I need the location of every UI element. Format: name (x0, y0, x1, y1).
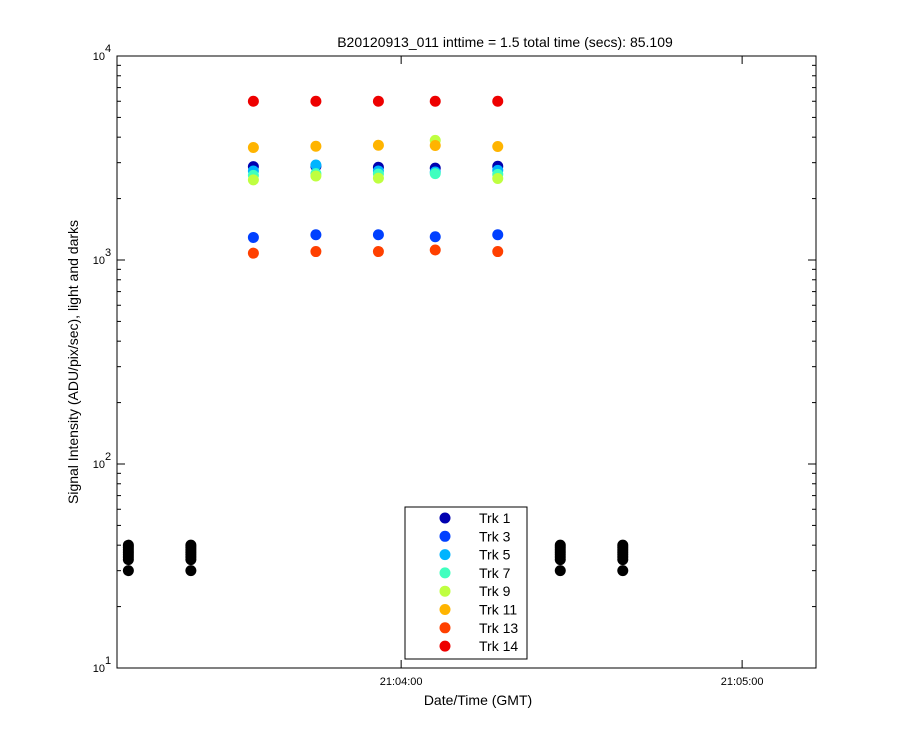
point-trk-11 (429, 140, 441, 152)
y-tick-exponent: 1 (105, 655, 111, 667)
legend: Trk 1 Trk 3 Trk 5 Trk 7 Trk 9 Trk 11 Trk 13 Trk… (404, 506, 528, 660)
point-trk-3 (429, 231, 441, 243)
point-trk-14 (247, 95, 259, 107)
legend-marker (439, 549, 451, 561)
point-trk-3 (310, 229, 322, 241)
legend-label: Trk 14 (479, 638, 518, 654)
legend-marker (439, 567, 451, 579)
point-trk-5 (310, 159, 322, 171)
dark-point (185, 565, 197, 577)
legend-marker (439, 530, 451, 542)
legend-marker (439, 512, 451, 524)
legend-label: Trk 9 (479, 583, 511, 599)
legend-label: Trk 11 (479, 602, 517, 618)
point-trk-9 (372, 172, 384, 184)
dark-point (617, 565, 629, 577)
legend-label: Trk 1 (479, 510, 511, 526)
y-tick-label: 10 (93, 459, 105, 471)
point-trk-13 (429, 244, 441, 256)
x-axis-label: Date/Time (GMT) (424, 692, 532, 708)
point-trk-9 (247, 174, 259, 186)
legend-marker (439, 585, 451, 597)
point-trk-9 (492, 172, 504, 184)
point-trk-14 (372, 95, 384, 107)
legend-label: Trk 7 (479, 565, 511, 581)
data-points (122, 95, 629, 577)
y-tick-label: 10 (93, 663, 105, 675)
dark-point (122, 539, 134, 551)
y-tick-exponent: 3 (105, 247, 111, 259)
point-trk-9 (310, 170, 322, 182)
point-trk-11 (492, 141, 504, 153)
y-tick-exponent: 4 (105, 43, 111, 55)
point-trk-11 (372, 139, 384, 151)
dark-point (185, 539, 197, 551)
point-trk-11 (247, 142, 259, 154)
y-tick-exponent: 2 (105, 451, 111, 463)
legend-label: Trk 13 (479, 620, 518, 636)
y-axis-label: Signal Intensity (ADU/pix/sec), light an… (65, 220, 81, 504)
dark-point (554, 565, 566, 577)
x-tick-label: 21:04:00 (380, 676, 423, 688)
point-trk-3 (247, 231, 259, 243)
point-trk-3 (492, 229, 504, 241)
y-tick-label: 10 (93, 51, 105, 63)
dark-point (122, 565, 134, 577)
legend-marker (439, 604, 451, 615)
legend-label: Trk 5 (479, 547, 511, 563)
point-trk-13 (492, 246, 504, 258)
point-trk-14 (310, 95, 322, 107)
point-trk-13 (247, 247, 259, 259)
legend-label: Trk 3 (479, 528, 511, 544)
point-trk-14 (429, 95, 441, 107)
dark-point (554, 539, 566, 551)
legend-marker (439, 622, 451, 634)
legend-marker (439, 640, 451, 652)
chart-title: B20120913_011 inttime = 1.5 total time (… (337, 34, 673, 50)
dark-point (617, 539, 629, 551)
point-trk-14 (492, 95, 504, 107)
point-trk-11 (310, 140, 322, 152)
legend-box (404, 506, 528, 660)
y-tick-label: 10 (93, 255, 105, 267)
x-tick-label: 21:05:00 (721, 676, 764, 688)
point-trk-13 (372, 246, 384, 258)
point-trk-3 (372, 229, 384, 241)
point-trk-7 (429, 168, 441, 180)
x-axis-ticks: 21:04:00 21:05:00 (380, 56, 764, 688)
point-trk-13 (310, 246, 322, 258)
